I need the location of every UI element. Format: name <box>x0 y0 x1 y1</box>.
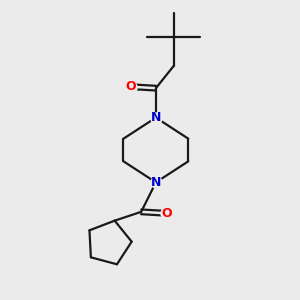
Text: N: N <box>151 176 161 189</box>
Text: N: N <box>151 111 161 124</box>
Text: O: O <box>161 207 172 220</box>
Text: O: O <box>125 80 136 93</box>
